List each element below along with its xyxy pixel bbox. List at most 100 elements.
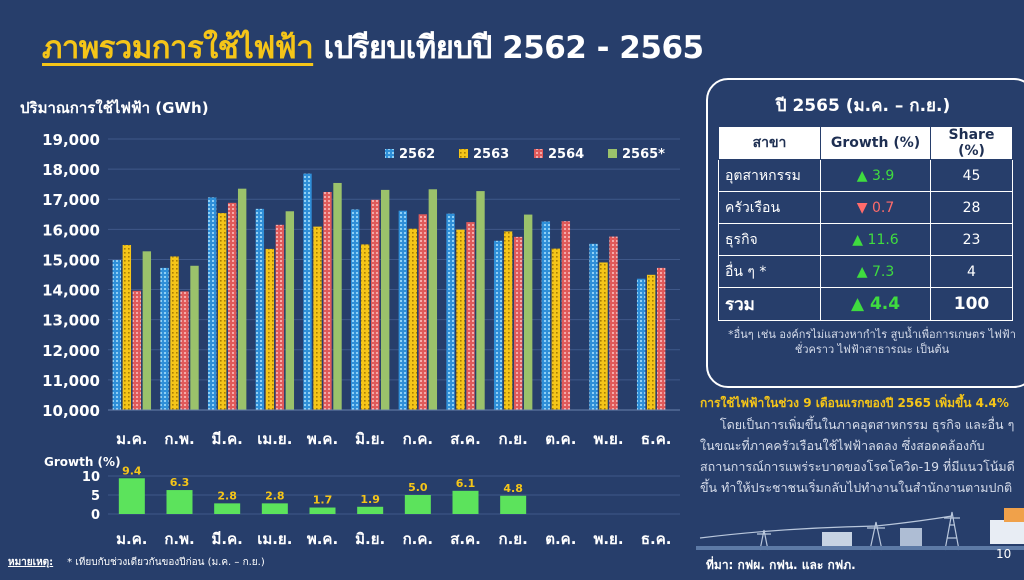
- growth-bar-6: [357, 506, 384, 514]
- bar-2564-11: [609, 236, 618, 410]
- summary-row: อื่น ๆ * ▲ 7.3 4: [718, 255, 1013, 288]
- growth-value: 3.9: [871, 167, 895, 184]
- sector-name: อุตสาหกรรม: [718, 159, 821, 192]
- y-tick-label: 19,000: [42, 131, 100, 149]
- x-tick-label: ก.ย.: [499, 530, 528, 548]
- bar-2563-9: [503, 231, 513, 410]
- y-tick-label: 14,000: [42, 282, 100, 300]
- bar-2563-8: [456, 229, 465, 410]
- bar-2564-7: [418, 214, 428, 410]
- bar-2563-2: [170, 256, 179, 410]
- x-tick-label: มิ.ย.: [355, 530, 385, 548]
- header-growth: Growth (%): [820, 126, 931, 160]
- source-text: ที่มา: กฟผ. กฟน. และ กฟภ.: [706, 558, 856, 572]
- share-value: 28: [930, 191, 1013, 224]
- commentary-paragraph: โดยเป็นการเพิ่มขึ้นในภาคอุตสาหกรรม ธุรกิ…: [700, 414, 1018, 498]
- x-tick-label: ธ.ค.: [641, 430, 672, 448]
- bar-2564-2: [180, 291, 189, 410]
- growth-data-label: 2.8: [217, 489, 237, 502]
- x-tick-label: ก.ย.: [499, 430, 528, 448]
- commentary-line: สถานการณ์การแพร่ระบาดของโรคโควิด-19 ที่ม…: [700, 459, 1015, 474]
- summary-row: ธุรกิจ ▲ 11.6 23: [718, 223, 1013, 256]
- growth-data-label: 2.8: [265, 489, 285, 502]
- x-tick-label: มี.ค.: [212, 430, 243, 448]
- header-sector: สาขา: [718, 126, 821, 160]
- bar-2565-5: [333, 182, 342, 410]
- chart-ylabel: ปริมาณการใช้ไฟฟ้า (GWh): [20, 99, 209, 117]
- summary-row: ครัวเรือน ▼ 0.7 28: [718, 191, 1013, 224]
- growth-value: 11.6: [867, 231, 899, 248]
- bar-2564-8: [466, 222, 475, 410]
- bar-2562-1: [112, 260, 122, 410]
- commentary-line: ในขณะที่ภาคครัวเรือนใช้ไฟฟ้าลดลง ซึ่งสอด…: [700, 438, 985, 453]
- bar-2563-10: [551, 248, 561, 410]
- bar-2564-12: [656, 267, 666, 410]
- summary-row: อุตสาหกรรม ▲ 3.9 45: [718, 159, 1013, 192]
- sector-name: ธุรกิจ: [718, 223, 821, 256]
- y-tick-label: 17,000: [42, 191, 100, 209]
- summary-header-row: สาขา Growth (%) Share (%): [718, 126, 1013, 160]
- x-tick-label: เม.ย.: [257, 430, 292, 448]
- y-tick-label: 16,000: [42, 221, 100, 239]
- x-tick-label: พ.ย.: [593, 430, 623, 448]
- x-tick-label: พ.ค.: [307, 530, 338, 548]
- summary-footnote: *อื่นๆ เช่น องค์กรไม่แสวงหากำไร สูบน้ำเพ…: [728, 328, 1016, 356]
- commentary-line: โดยเป็นการเพิ่มขึ้นในภาคอุตสาหกรรม ธุรกิ…: [700, 417, 1015, 432]
- growth-data-label: 9.4: [122, 464, 142, 477]
- main-grid: [108, 138, 680, 411]
- note-text: * เทียบกับช่วงเดียวกันของปีก่อน (ม.ค. – …: [67, 557, 265, 568]
- x-tick-label: ก.ค.: [403, 430, 434, 448]
- arrow-up-icon: ▲: [850, 294, 865, 314]
- growth-bar-7: [404, 495, 431, 514]
- bar-2564-3: [227, 202, 237, 410]
- bar-2563-5: [313, 226, 322, 410]
- main-axis: 10,000 11,000 12,000 13,000 14,000 15,000 16,0…: [42, 131, 680, 448]
- total-label: รวม: [718, 287, 821, 321]
- sector-name: อื่น ๆ *: [718, 255, 821, 288]
- x-tick-label: ก.พ.: [164, 530, 194, 548]
- growth-data-label: 6.1: [456, 477, 476, 490]
- bar-2564-1: [132, 290, 142, 410]
- y-tick-label: 11,000: [42, 372, 100, 390]
- growth-data-label: 6.3: [170, 476, 190, 489]
- page-title: ภาพรวมการใช้ไฟฟ้า เปรียบเทียบปี 2562 - 2…: [42, 22, 704, 72]
- bar-2562-5: [303, 173, 312, 410]
- summary-box: ปี 2565 (ม.ค. – ก.ย.) สาขา Growth (%) Sh…: [706, 78, 1024, 388]
- x-tick-label: พ.ย.: [593, 530, 623, 548]
- growth-data-label: 1.9: [360, 493, 380, 506]
- sector-name: ครัวเรือน: [718, 191, 821, 224]
- growth-value: 7.3: [871, 263, 895, 280]
- legend-label: 2565*: [622, 147, 665, 162]
- x-tick-label: ม.ค.: [116, 530, 147, 548]
- bar-2562-2: [160, 267, 169, 410]
- y-tick-label: 5: [91, 489, 100, 504]
- legend-swatch: [608, 149, 617, 158]
- bar-2565-1: [142, 251, 152, 410]
- growth-bar-1: [118, 478, 145, 514]
- bar-2565-7: [428, 189, 438, 410]
- x-tick-label: ต.ค.: [545, 530, 576, 548]
- legend-swatch: [534, 149, 543, 158]
- growth-bar-9: [500, 495, 527, 514]
- legend-label: 2563: [473, 147, 509, 162]
- arrow-up-icon: ▲: [856, 167, 868, 184]
- arrow-down-icon: ▼: [856, 199, 868, 216]
- bar-2565-3: [237, 188, 247, 410]
- bar-2562-12: [636, 278, 646, 410]
- y-tick-label: 18,000: [42, 161, 100, 179]
- summary-table: สาขา Growth (%) Share (%) อุตสาหกรรม ▲ 3…: [718, 126, 1013, 321]
- share-value: 45: [930, 159, 1013, 192]
- bar-2562-8: [446, 213, 455, 410]
- bar-2563-4: [265, 248, 275, 410]
- bar-2563-3: [217, 213, 227, 410]
- growth-bar-4: [261, 503, 288, 514]
- main-legend: 2562 2563 2564 2565*: [385, 147, 665, 162]
- bar-2563-6: [360, 244, 370, 410]
- growth-data-label: 5.0: [408, 481, 428, 494]
- bar-2562-9: [493, 240, 503, 410]
- growth-bar-3: [214, 503, 241, 514]
- note-label: หมายเหตุ:: [8, 557, 54, 568]
- x-tick-label: ม.ค.: [116, 430, 147, 448]
- bar-2564-4: [275, 224, 285, 410]
